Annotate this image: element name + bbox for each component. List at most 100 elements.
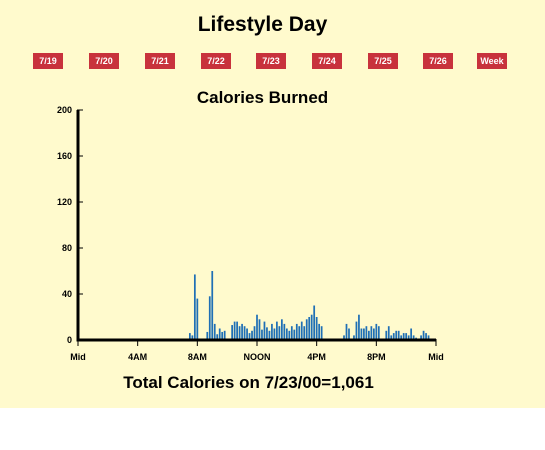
- x-tick-label: 8PM: [367, 352, 386, 362]
- bar: [313, 305, 316, 340]
- bar: [273, 328, 276, 340]
- bar: [300, 321, 303, 340]
- bar: [308, 317, 311, 340]
- bar: [392, 333, 395, 340]
- bar: [223, 330, 226, 340]
- bar: [233, 321, 236, 340]
- calories-chart: 0 40 80 120 160 200 Mid 4AM 8AM NOON 4PM 8PM Mid: [57, 105, 444, 362]
- tab-7-26[interactable]: 7/26: [423, 53, 453, 69]
- bar: [261, 329, 263, 340]
- x-tick-label: 4PM: [307, 352, 326, 362]
- y-tick-label: 120: [57, 197, 72, 207]
- bar: [258, 319, 261, 340]
- tab-7-22[interactable]: 7/22: [201, 53, 231, 69]
- bar: [345, 323, 348, 340]
- bar: [358, 314, 360, 340]
- tab-7-20[interactable]: 7/20: [89, 53, 119, 69]
- bar: [290, 326, 293, 340]
- bar: [402, 333, 405, 340]
- bar: [377, 326, 380, 340]
- bar: [213, 323, 216, 340]
- bar: [268, 330, 271, 340]
- bar: [191, 335, 194, 340]
- bar: [425, 333, 427, 340]
- bar: [370, 326, 373, 340]
- bar: [303, 326, 306, 340]
- bar: [248, 333, 251, 340]
- y-tick-label: 0: [67, 335, 72, 345]
- bar: [276, 321, 278, 340]
- tab-week[interactable]: Week: [477, 53, 507, 69]
- bar: [246, 328, 248, 340]
- bar: [251, 330, 253, 340]
- bar: [283, 323, 286, 340]
- bar: [218, 328, 221, 340]
- bar: [420, 335, 422, 340]
- bar: [263, 321, 266, 340]
- bar: [400, 335, 403, 340]
- bar: [310, 314, 313, 340]
- bar: [320, 326, 323, 340]
- bar: [410, 328, 413, 340]
- bar: [365, 326, 368, 340]
- bar: [280, 319, 283, 340]
- bar: [407, 335, 410, 340]
- total-calories: Total Calories on 7/23/00=1,061: [123, 373, 374, 392]
- bar: [315, 317, 318, 340]
- bar: [189, 333, 191, 340]
- bar: [397, 330, 400, 340]
- bar: [353, 335, 355, 340]
- y-tick-label: 160: [57, 151, 72, 161]
- tab-7-23[interactable]: 7/23: [256, 53, 286, 69]
- bar: [256, 314, 258, 340]
- bar: [360, 328, 363, 340]
- y-tick-label: 200: [57, 105, 72, 115]
- bar: [238, 326, 241, 340]
- bar: [363, 328, 365, 340]
- bar: [236, 321, 238, 340]
- x-tick-label: 4AM: [128, 352, 147, 362]
- bar: [266, 327, 268, 340]
- bar: [405, 333, 408, 340]
- x-tick-label: 8AM: [188, 352, 207, 362]
- bar: [278, 326, 281, 340]
- y-tick-label: 40: [62, 289, 72, 299]
- bar: [221, 331, 224, 340]
- bar: [285, 328, 288, 340]
- tab-7-24[interactable]: 7/24: [312, 53, 342, 69]
- bar: [208, 296, 211, 340]
- bar: [372, 328, 375, 340]
- bar: [193, 274, 196, 340]
- bar: [253, 326, 256, 340]
- bar: [422, 330, 425, 340]
- bar: [231, 325, 234, 340]
- x-tick-label: Mid: [428, 352, 444, 362]
- bar: [355, 321, 358, 340]
- bar: [293, 329, 296, 340]
- bar: [395, 330, 398, 340]
- tab-7-25[interactable]: 7/25: [368, 53, 398, 69]
- bar: [288, 330, 291, 340]
- bar: [243, 326, 246, 340]
- bar: [206, 331, 209, 340]
- y-tick-label: 80: [62, 243, 72, 253]
- day-tabs: 7/19 7/20 7/21 7/22 7/23 7/24 7/25 7/26 …: [0, 53, 545, 69]
- tab-7-19[interactable]: 7/19: [33, 53, 63, 69]
- chart-title: Calories Burned: [196, 88, 329, 107]
- bar: [375, 323, 378, 340]
- bar: [211, 271, 214, 340]
- bar: [343, 335, 345, 340]
- tab-7-21[interactable]: 7/21: [145, 53, 175, 69]
- bar: [412, 335, 415, 340]
- bar: [216, 334, 219, 340]
- bar: [305, 319, 308, 340]
- bar: [295, 323, 298, 340]
- page-title: Lifestyle Day: [197, 13, 328, 36]
- x-tick-label: NOON: [244, 352, 271, 362]
- bar: [318, 323, 321, 340]
- bar: [390, 335, 393, 340]
- bar: [196, 298, 199, 340]
- bar: [427, 335, 430, 340]
- bar: [368, 330, 370, 340]
- x-tick-label: Mid: [70, 352, 86, 362]
